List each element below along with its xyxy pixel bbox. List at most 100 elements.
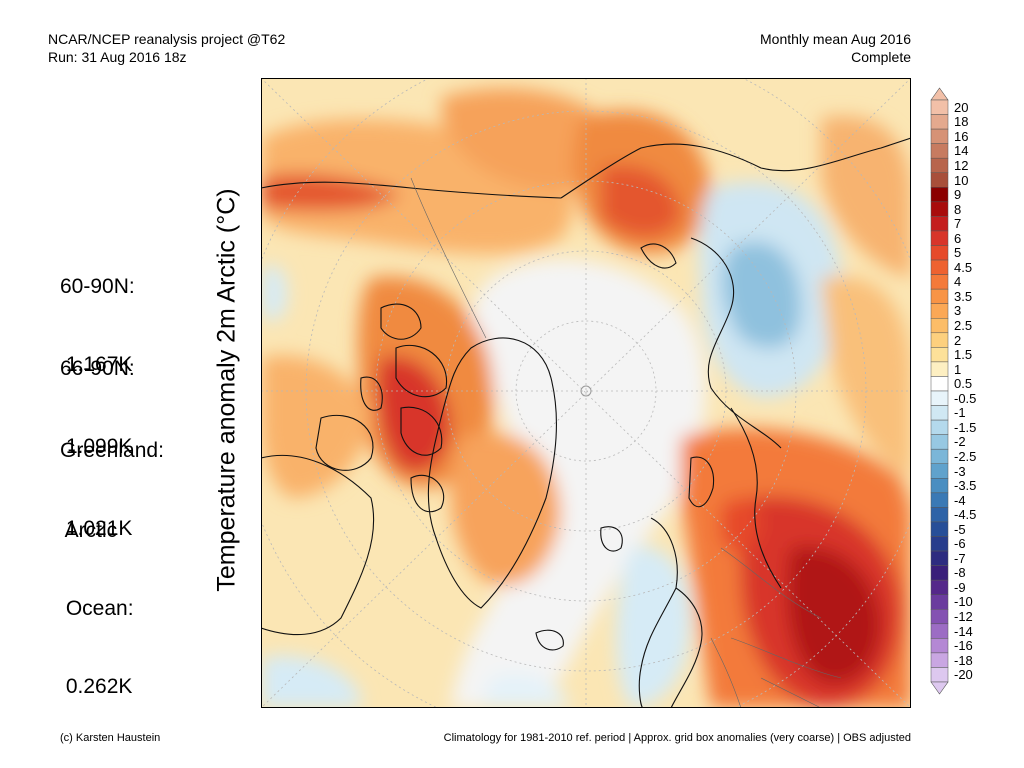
- colorbar-swatch: [930, 187, 949, 203]
- colorbar-swatch: [930, 419, 949, 435]
- colorbar-label: -12: [954, 609, 973, 625]
- colorbar-swatch: [930, 332, 949, 348]
- colorbar-label: -20: [954, 667, 973, 683]
- colorbar-swatch: [930, 536, 949, 552]
- stat-greenland: Greenland: 1.021K: [60, 386, 164, 594]
- north-pole-marker: [580, 385, 592, 397]
- colorbar-label: 1.5: [954, 347, 973, 363]
- colorbar-label: -18: [954, 652, 973, 668]
- footer-note: Climatology for 1981-2010 ref. period | …: [443, 732, 911, 744]
- colorbar-swatch: [930, 579, 949, 595]
- graticule: [261, 78, 911, 708]
- stat-label-2: Ocean:: [60, 597, 134, 620]
- colorbar-swatch: [930, 216, 949, 232]
- colorbar-swatch: [930, 347, 949, 363]
- colorbar-swatch: [930, 376, 949, 392]
- colorbar-label: -2.5: [954, 448, 977, 464]
- anomaly-field: [261, 88, 911, 708]
- colorbar-swatch: [930, 157, 949, 173]
- colorbar-swatch: [930, 274, 949, 290]
- stat-label: 66-90N:: [60, 357, 135, 380]
- colorbar-swatch: [930, 288, 949, 304]
- country-borders: [410, 177, 842, 708]
- colorbar-swatch: [930, 201, 949, 217]
- colorbar-swatch: [930, 230, 949, 246]
- colorbar-min-arrow: [930, 681, 949, 695]
- header-left: NCAR/NCEP reanalysis project @T62 Run: 3…: [48, 30, 285, 66]
- colorbar-swatch: [930, 609, 949, 625]
- colorbar-label: -5: [954, 521, 966, 537]
- colorbar-label: 4.5: [954, 259, 973, 275]
- colorbar-label: 20: [954, 99, 969, 115]
- colorbar-label: 3.5: [954, 288, 973, 304]
- colorbar-label: -1.5: [954, 419, 977, 435]
- colorbar-label: 14: [954, 143, 969, 159]
- colorbar-label: 16: [954, 128, 969, 144]
- colorbar-label: 12: [954, 157, 969, 173]
- colorbar-swatch: [930, 667, 949, 683]
- stat-60-90n: 60-90N: 1.167K: [60, 222, 135, 430]
- colorbar-label: -4: [954, 492, 966, 508]
- colorbar-swatch: [930, 623, 949, 639]
- colorbar-label: -8: [954, 565, 966, 581]
- colorbar-label: 7: [954, 216, 962, 232]
- colorbar-label: -9: [954, 579, 966, 595]
- colorbar-swatch: [930, 143, 949, 159]
- colorbar-max-arrow: [930, 87, 949, 101]
- colorbar-label: -7: [954, 550, 966, 566]
- colorbar-scale: [930, 87, 949, 695]
- axis-label-wrap: Temperature anomaly 2m Arctic (°C): [200, 120, 254, 660]
- colorbar-label: -1: [954, 405, 966, 421]
- map-canvas: [261, 78, 911, 708]
- model-title: NCAR/NCEP reanalysis project @T62: [48, 31, 286, 47]
- colorbar-swatch: [930, 434, 949, 450]
- colorbar-swatch: [930, 507, 949, 523]
- axis-label: Temperature anomaly 2m Arctic (°C): [212, 188, 241, 592]
- colorbar-swatch: [930, 128, 949, 144]
- colorbar-label: 10: [954, 172, 969, 188]
- colorbar-label: -2: [954, 434, 966, 450]
- colorbar-label: 0.5: [954, 376, 973, 392]
- stat-label: Greenland:: [60, 439, 164, 462]
- colorbar-swatch: [930, 318, 949, 334]
- colorbar-label: 18: [954, 114, 969, 130]
- colorbar: 20 18 16 14 12 10 9 8 7 6 5 4.5 4 3.5 3 2.5 2 1.5 1 0.5 -0.5…: [930, 86, 1018, 696]
- colorbar-label: 5: [954, 245, 962, 261]
- colorbar-label: -0.5: [954, 390, 977, 406]
- colorbar-swatch: [930, 172, 949, 188]
- colorbar-swatch: [930, 259, 949, 275]
- colorbar-swatch: [930, 521, 949, 537]
- colorbar-swatch: [930, 652, 949, 668]
- colorbar-swatch: [930, 390, 949, 406]
- stat-value: 1.099K: [60, 435, 133, 458]
- colorbar-swatch: [930, 550, 949, 566]
- colorbar-swatch: [930, 565, 949, 581]
- colorbar-swatch: [930, 463, 949, 479]
- colorbar-label: -10: [954, 594, 973, 610]
- anomaly-map: [261, 78, 911, 708]
- colorbar-label: 1: [954, 361, 962, 377]
- colorbar-swatch: [930, 448, 949, 465]
- colorbar-label: 3: [954, 303, 962, 319]
- stat-value: 1.167K: [60, 353, 133, 376]
- colorbar-label: -3: [954, 463, 966, 479]
- map-border: [261, 78, 911, 708]
- colorbar-swatch: [930, 303, 949, 319]
- colorbar-swatch: [930, 99, 949, 115]
- stat-value: 0.262K: [60, 675, 133, 698]
- colorbar-swatch: [930, 492, 949, 508]
- colorbar-swatch: [930, 638, 949, 654]
- colorbar-label: -6: [954, 536, 966, 552]
- colorbar-swatch: [930, 361, 949, 377]
- colorbar-label: 8: [954, 201, 962, 217]
- stat-66-90n: 66-90N: 1.099K: [60, 304, 135, 512]
- colorbar-swatch: [930, 478, 949, 494]
- run-time: Run: 31 Aug 2016 18z: [48, 49, 187, 65]
- stat-label: Arctic: [60, 519, 118, 542]
- colorbar-label: 2: [954, 332, 962, 348]
- colorbar-label: -4.5: [954, 507, 977, 523]
- colorbar-label: 6: [954, 230, 962, 246]
- stat-arctic-ocean: Arctic Ocean: 0.262K: [60, 466, 134, 752]
- colorbar-label: -3.5: [954, 478, 977, 494]
- coastlines: [261, 137, 911, 708]
